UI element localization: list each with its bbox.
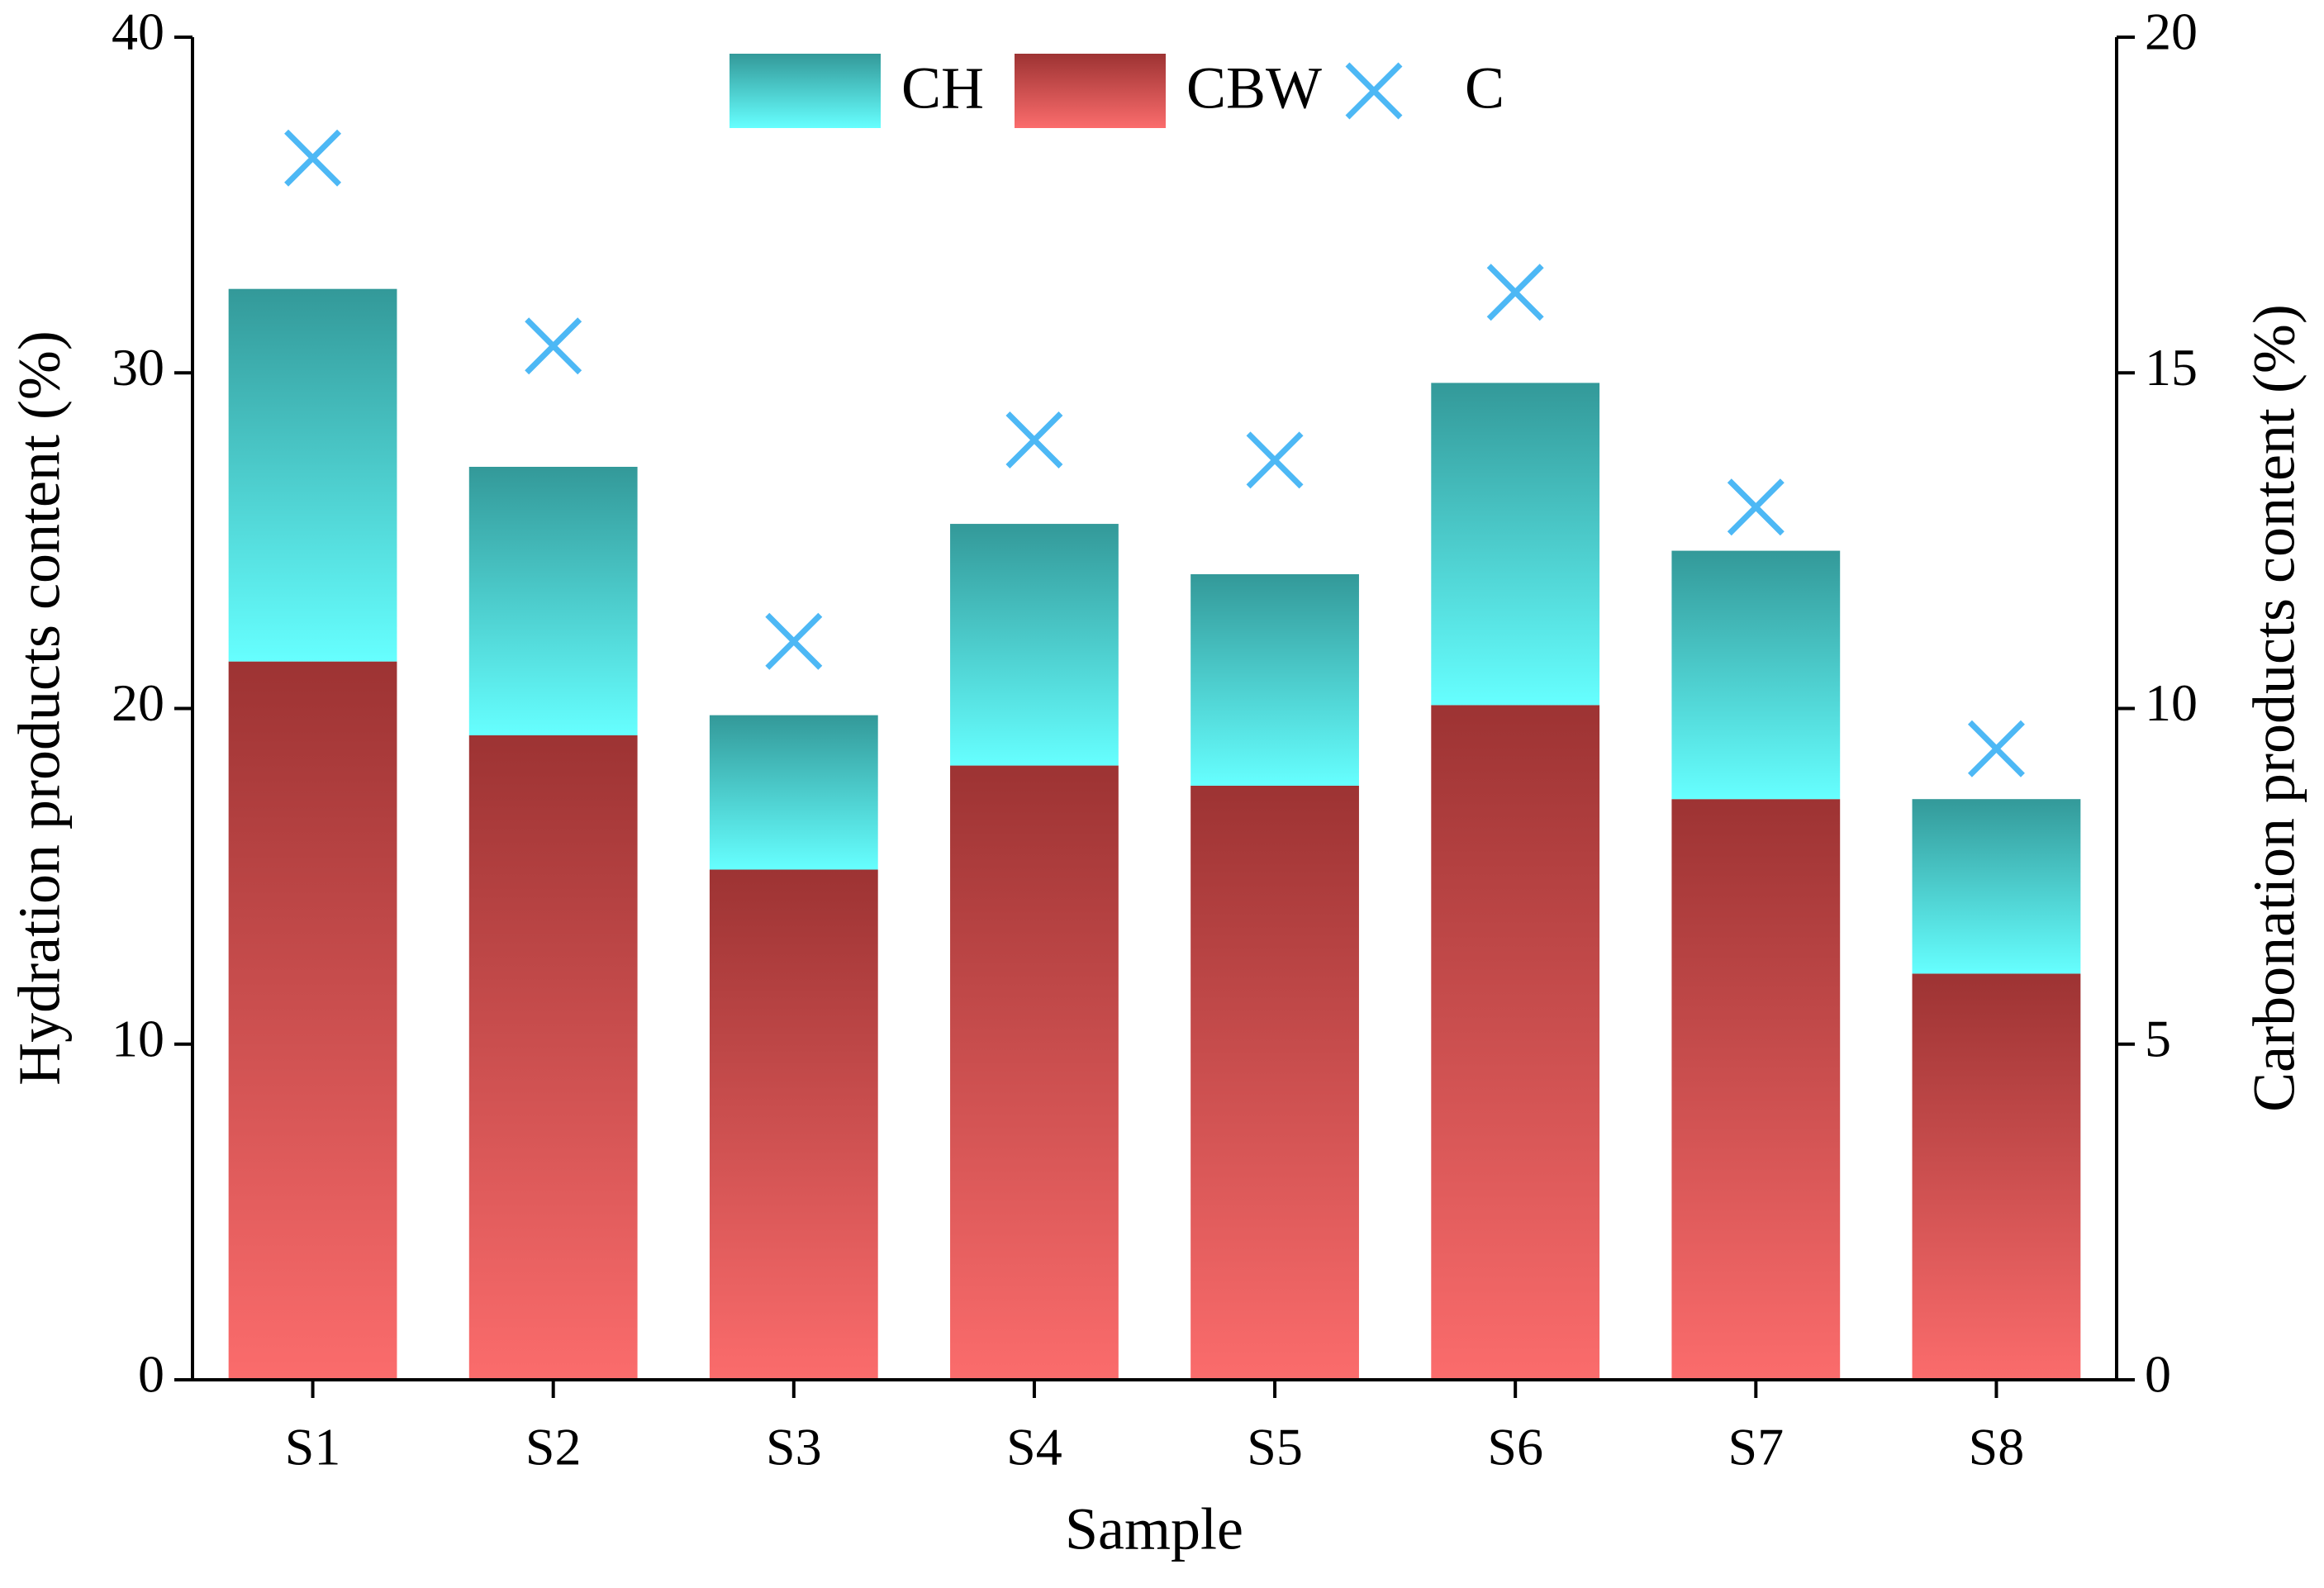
bar [709,715,878,870]
bar [468,467,638,735]
y2-tick-label: 20 [2145,2,2198,61]
legend-swatch [1015,54,1166,128]
bar [1671,550,1841,800]
x-tick-label: S5 [1247,1418,1303,1476]
marker [284,129,342,187]
marker [1246,431,1304,489]
y2-tick-label: 15 [2145,338,2198,397]
x-tick-label: S6 [1487,1418,1543,1476]
marker [1005,411,1063,468]
x-tick-label: S2 [525,1418,582,1476]
bar [1431,383,1600,706]
legend-label: C [1465,55,1504,121]
legend-label: CH [901,55,984,121]
legend-marker [1345,62,1403,120]
y2-tick-label: 5 [2145,1009,2171,1067]
x-tick-label: S4 [1006,1418,1062,1476]
bar [228,661,397,1380]
y2-axis-label: Carbonation products content (%) [2241,304,2307,1112]
bar [228,288,397,662]
x-tick-label: S7 [1728,1418,1785,1476]
x-axis-label: Sample [1065,1496,1243,1562]
y-tick-label: 0 [138,1345,164,1404]
y2-tick-label: 0 [2145,1345,2171,1404]
marker [765,612,823,670]
bar [1671,799,1841,1380]
y-axis-label: Hydration products content (%) [7,330,73,1086]
x-tick-label: S8 [1969,1418,2025,1476]
y2-tick-label: 10 [2145,673,2198,732]
y-tick-label: 40 [112,2,164,61]
legend-swatch [730,54,881,128]
legend-label: CBW [1186,55,1322,121]
marker [1727,478,1785,536]
bar [1191,785,1359,1380]
marker [1967,720,2025,777]
x-tick-label: S1 [285,1418,341,1476]
y-tick-label: 20 [112,673,164,732]
bar [709,869,878,1380]
bar [468,735,638,1380]
marker [1486,264,1544,321]
bar [1431,705,1600,1380]
y-tick-label: 10 [112,1009,164,1067]
bar [1912,799,2081,974]
bar [950,765,1119,1380]
x-tick-label: S3 [766,1418,822,1476]
bar [950,524,1119,766]
y-tick-label: 30 [112,338,164,397]
marker [525,317,582,375]
bar [1912,973,2081,1380]
bar [1191,574,1359,786]
